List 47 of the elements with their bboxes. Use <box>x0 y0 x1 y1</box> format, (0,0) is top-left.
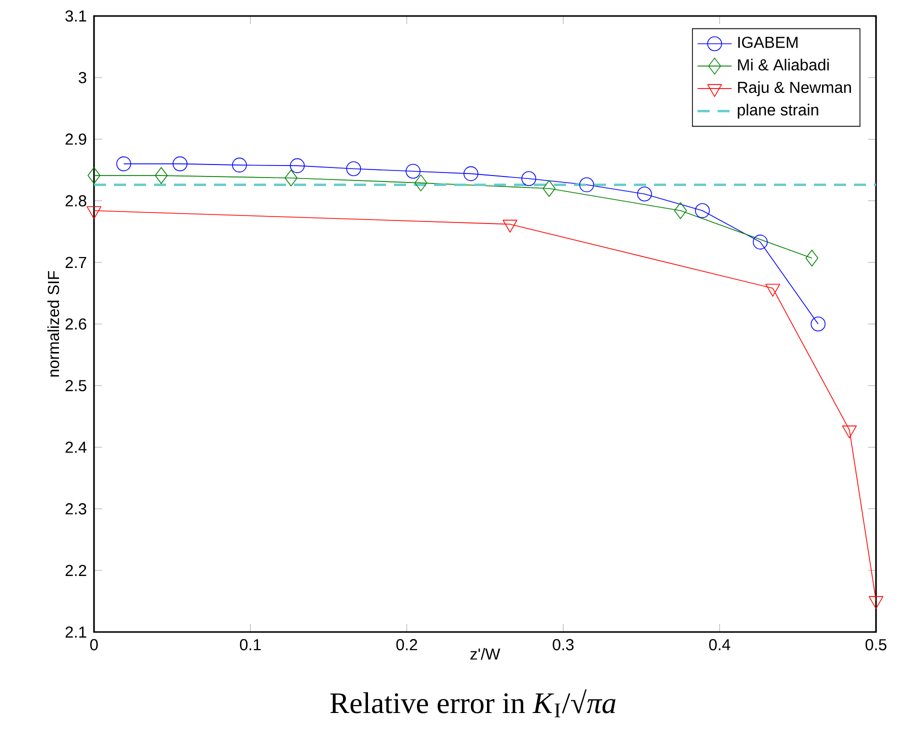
point <box>542 180 556 197</box>
point <box>805 250 818 266</box>
point <box>695 203 710 218</box>
text: Relative error in K$_{I}$/√πa <box>330 689 616 718</box>
legend-label: Raju & Newman <box>738 81 851 96</box>
y-tick-label: 2.7 <box>66 256 86 268</box>
point <box>521 171 536 186</box>
point <box>752 234 768 250</box>
y-tick-label: 2.2 <box>66 564 86 576</box>
point <box>346 161 362 176</box>
point <box>810 316 826 332</box>
point <box>154 167 168 184</box>
y-tick-label: 2.3 <box>66 503 86 514</box>
x-tick-label: 0.2 <box>396 639 418 650</box>
point <box>765 284 780 297</box>
point <box>414 174 428 192</box>
point <box>116 156 132 172</box>
point <box>464 166 478 182</box>
x-tick-label: 0.3 <box>552 639 574 650</box>
x-tick-label: 0.4 <box>709 639 730 650</box>
point <box>674 202 687 220</box>
point <box>290 158 305 174</box>
y-tick-label: 2.1 <box>66 626 86 638</box>
x-tick-label: 0.5 <box>866 639 886 650</box>
y-tick-label: 2.9 <box>66 134 86 145</box>
y-tick-label: 2.6 <box>66 318 86 330</box>
point <box>637 186 652 202</box>
y-axis-title: normalized SIF <box>47 271 60 377</box>
x-axis-title: z'/W <box>470 648 500 660</box>
point <box>284 170 298 186</box>
point <box>232 158 247 172</box>
y-tick-label: 3 <box>78 72 86 84</box>
legend-label: Mi & Aliabadi <box>738 58 829 70</box>
legend-label: plane strain <box>738 104 818 119</box>
point <box>579 177 594 192</box>
point <box>406 164 420 179</box>
point <box>842 426 857 438</box>
point <box>172 156 188 172</box>
y-tick-label: 3.1 <box>65 10 86 22</box>
point <box>88 167 100 184</box>
y-tick-label: 2.4 <box>66 442 86 453</box>
x-tick-label: 0 <box>90 639 98 650</box>
point <box>868 596 884 609</box>
x-tick-label: 0.1 <box>240 639 261 650</box>
legend-label: IGABEM <box>738 36 798 48</box>
y-tick-label: 2.5 <box>66 380 86 392</box>
y-tick-label: 2.8 <box>66 195 86 206</box>
